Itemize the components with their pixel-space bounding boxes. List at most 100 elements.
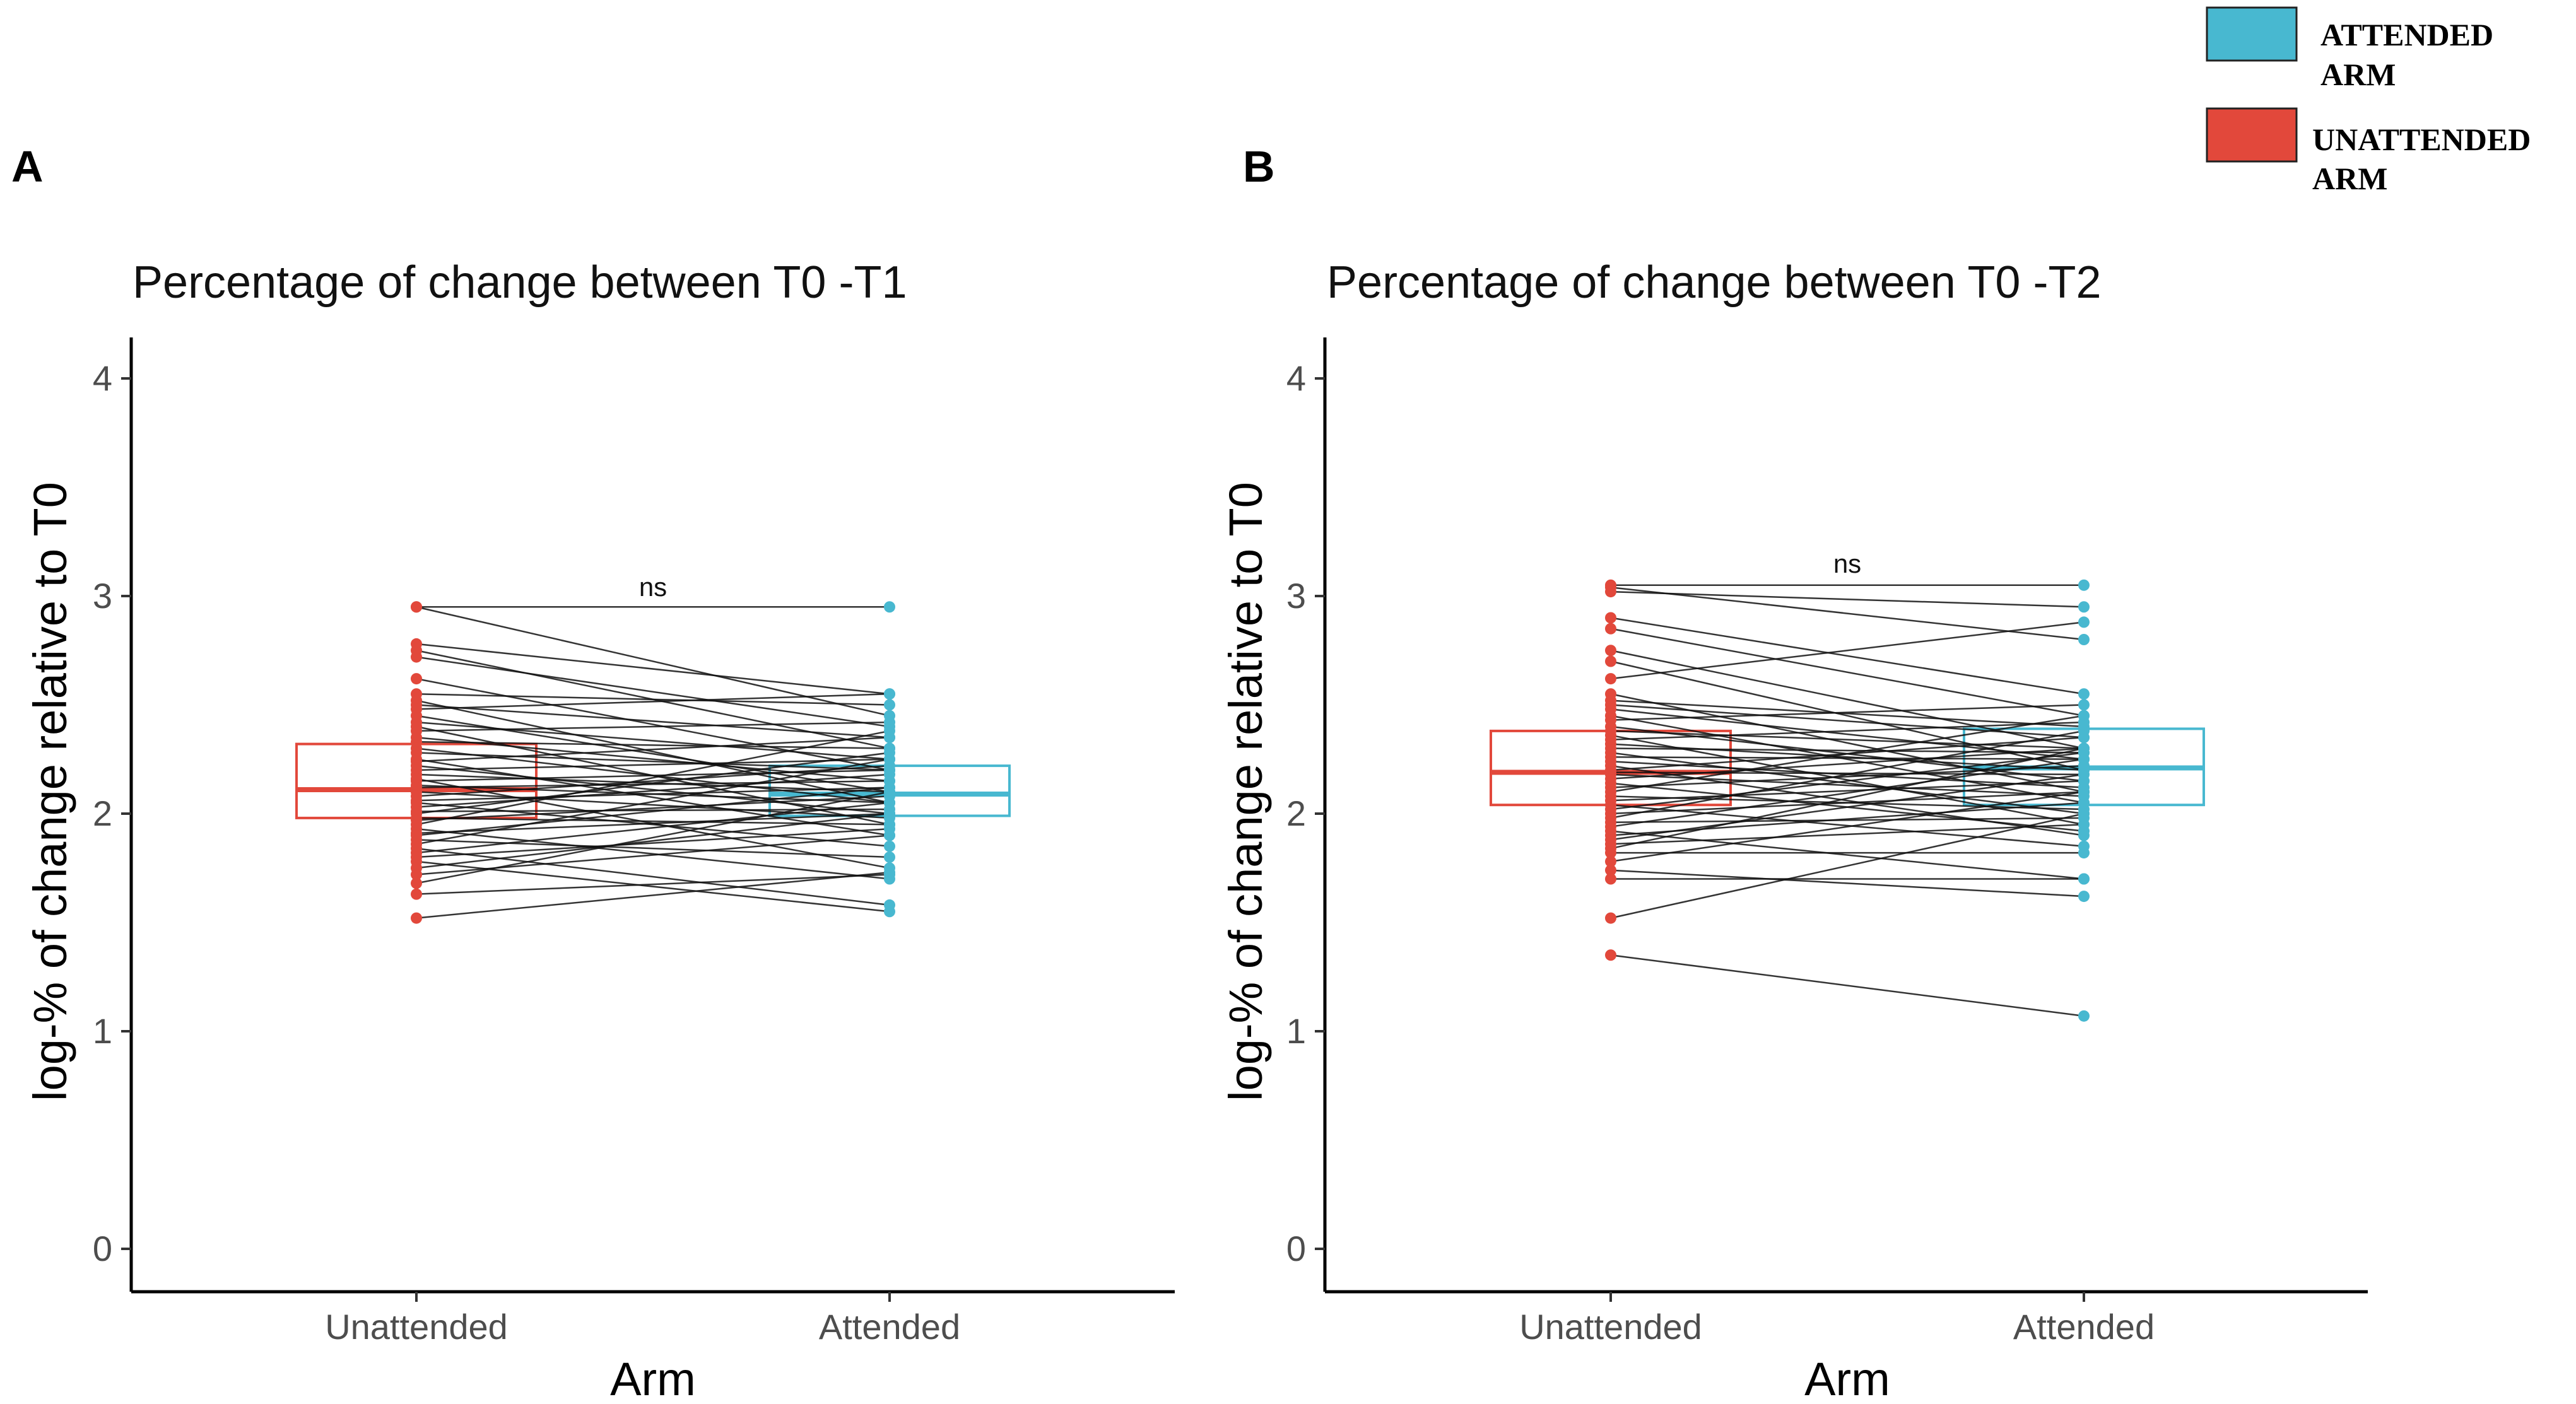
pair-line-b-29	[1610, 764, 2085, 788]
legend-swatch-attended	[2206, 6, 2298, 62]
point-a-attended-40	[884, 851, 895, 863]
point-b-unattended-45	[1605, 855, 1616, 867]
pair-line-b-45	[1610, 791, 2085, 863]
pair-line-a-26	[416, 780, 890, 788]
pair-line-b-19	[1610, 747, 2085, 754]
pair-line-b-33	[1610, 804, 2085, 847]
legend-label-unattended-line2: ARM	[2312, 161, 2387, 196]
panel-b: B Percentage of change between T0 -T2 lo…	[1220, 142, 2368, 1404]
x-tick-label-b-attended: Attended	[2013, 1307, 2155, 1347]
pair-line-a-2	[416, 643, 890, 695]
point-b-attended-40	[2078, 797, 2090, 809]
point-a-unattended-49	[411, 888, 422, 900]
point-b-unattended-6	[1605, 655, 1616, 667]
point-b-unattended-3	[1605, 612, 1616, 624]
point-b-attended-38	[2078, 753, 2090, 765]
point-a-attended-41	[884, 753, 895, 765]
pair-line-b-49	[1610, 954, 2085, 1017]
point-a-attended-13	[884, 717, 895, 728]
pair-line-b-46	[1610, 869, 2085, 898]
pair-line-b-27	[1610, 747, 2085, 780]
point-b-unattended-48	[1605, 912, 1616, 924]
pair-line-b-30	[1610, 715, 2085, 793]
chart-title-b: Percentage of change between T0 -T2	[1327, 257, 2101, 308]
pair-line-b-40	[1610, 802, 2085, 836]
pair-line-a-6	[416, 693, 890, 706]
pair-line-a-21	[416, 758, 890, 771]
point-b-attended-45	[2078, 786, 2090, 798]
point-b-unattended-4	[1605, 623, 1616, 635]
pair-line-b-3	[1610, 617, 2085, 695]
y-tick-label-b-1: 1	[1286, 1011, 1306, 1051]
point-b-attended-3	[2078, 688, 2090, 700]
point-a-unattended-50	[411, 912, 422, 924]
pair-line-b-9	[1610, 699, 2085, 728]
pair-line-b-17	[1610, 721, 2085, 740]
pair-line-a-41	[416, 758, 890, 845]
pair-line-a-28	[416, 764, 890, 797]
chart-title-a: Percentage of change between T0 -T1	[132, 257, 907, 308]
pair-line-a-46	[416, 812, 890, 869]
pair-line-b-2	[1610, 590, 2085, 608]
pair-line-a-8	[416, 704, 890, 739]
point-b-attended-1	[2078, 634, 2090, 645]
y-axis-title-b: log-% of change relative to T0	[1220, 482, 1272, 1101]
point-a-attended-0	[884, 601, 895, 613]
point-b-attended-0	[2078, 579, 2090, 591]
point-b-attended-41	[2078, 768, 2090, 780]
pair-line-a-42	[416, 847, 890, 906]
pair-line-b-39	[1610, 830, 2085, 880]
pair-line-a-9	[416, 693, 890, 710]
plot-marks-b	[1315, 337, 2368, 1302]
y-tick-label-b-3: 3	[1286, 576, 1306, 616]
pair-line-a-29	[416, 787, 890, 802]
point-a-unattended-1	[411, 601, 422, 613]
pair-line-a-7	[416, 699, 890, 804]
pair-line-b-1	[1610, 586, 2085, 641]
point-b-attended-42	[2078, 819, 2090, 831]
pair-line-b-43	[1610, 747, 2085, 850]
point-b-attended-30	[2078, 710, 2090, 722]
panel-a: A Percentage of change between T0 -T1 lo…	[11, 142, 1175, 1404]
pair-line-b-32	[1610, 780, 2085, 802]
panel-letter-a: A	[11, 142, 44, 191]
pair-line-b-4	[1610, 628, 2085, 717]
pair-line-a-24	[416, 769, 890, 782]
significance-label-b: ns	[1833, 549, 1861, 578]
pair-line-a-33	[416, 752, 890, 815]
pair-line-b-34	[1610, 752, 2085, 810]
point-b-unattended-47	[1605, 873, 1616, 885]
x-tick-label-b-unattended: Unattended	[1519, 1307, 1702, 1347]
pair-line-b-26	[1610, 773, 2085, 797]
point-a-attended-45	[884, 906, 895, 918]
point-a-attended-36	[884, 725, 895, 737]
point-a-unattended-47	[411, 869, 422, 880]
point-b-attended-7	[2078, 616, 2090, 628]
point-b-unattended-5	[1605, 645, 1616, 657]
point-a-attended-48	[884, 786, 895, 798]
point-b-unattended-2	[1605, 586, 1616, 598]
point-a-attended-47	[884, 829, 895, 841]
point-b-attended-47	[2078, 873, 2090, 885]
y-tick-label-a-2: 2	[93, 793, 112, 833]
pair-line-b-48	[1610, 812, 2085, 919]
pair-line-a-4	[416, 656, 890, 728]
point-b-unattended-44	[1605, 847, 1616, 859]
pair-line-a-44	[416, 828, 890, 858]
legend-label-attended-line1: ATTENDED	[2320, 17, 2493, 52]
y-tick-label-b-4: 4	[1286, 358, 1306, 398]
point-a-attended-43	[884, 797, 895, 809]
y-tick-label-a-3: 3	[93, 576, 112, 616]
point-b-attended-36	[2078, 725, 2090, 737]
point-a-unattended-5	[411, 673, 422, 685]
legend: ATTENDED ARM UNATTENDED ARM	[2206, 6, 2531, 196]
legend-swatch-unattended	[2206, 107, 2298, 163]
pair-line-a-30	[416, 802, 890, 847]
pair-line-b-16	[1610, 734, 2085, 826]
pair-line-a-49	[416, 874, 890, 895]
pair-line-a-45	[416, 860, 890, 913]
point-b-attended-13	[2078, 699, 2090, 711]
x-axis-title-b: Arm	[1804, 1353, 1890, 1404]
pair-line-a-31	[416, 773, 890, 808]
